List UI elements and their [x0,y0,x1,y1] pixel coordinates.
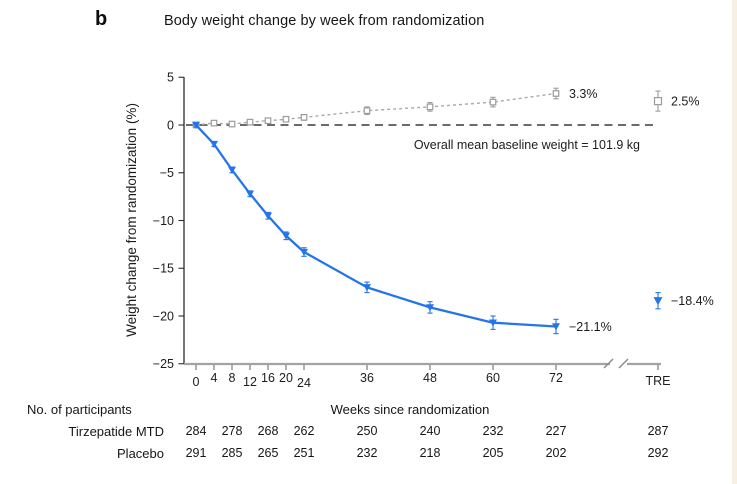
x-axis-title: Weeks since randomization [330,402,490,417]
tre-axis-label: TRE [646,374,671,388]
body-weight-change-chart: 5 0 −5 −10 −15 −20 −25 Weight change from rando… [124,71,714,390]
x-tick-label: 8 [229,371,236,385]
series-end-label: 3.3% [569,87,598,101]
participants-row-label: Tirzepatide MTD [68,424,164,439]
series-marker-triangle [426,304,434,312]
y-tick-label: 0 [167,118,174,132]
series-marker-square [653,97,663,106]
series-marker-square [246,118,254,126]
x-tick-label: 36 [360,371,374,385]
y-tick-label: −25 [153,357,174,371]
participants-count: 202 [545,446,567,460]
participants-count-tre: 292 [647,446,669,460]
x-tick-label: 60 [486,371,500,385]
participants-count: 284 [185,424,207,438]
page-edge-strip [732,0,737,484]
x-tick-label: 4 [211,371,218,385]
participants-count: 285 [221,446,243,460]
participants-count: 232 [482,424,504,438]
series-end-label: −21.1% [569,320,612,334]
series-marker-square [552,90,560,97]
x-tick-label: 24 [297,376,311,390]
participants-count: 250 [356,424,378,438]
series-marker-triangle [300,248,308,257]
series-marker-triangle [363,284,371,292]
participants-count: 232 [356,446,378,460]
series-marker-triangle [246,190,254,198]
axis-break-slash [618,358,629,369]
participants-count: 265 [257,446,279,460]
series-marker-triangle [282,232,290,240]
series-marker-square [264,117,272,125]
tre-point-label: 2.5% [671,95,700,109]
chart-title: Body weight change by week from randomiz… [164,13,485,29]
participants-row-label: Placebo [117,446,164,461]
series-marker-triangle [228,166,236,174]
series-marker-square [363,107,371,115]
participants-count: 251 [293,446,315,460]
series-marker-triangle [489,319,497,327]
axis-break-slash [603,358,614,369]
x-tick-label: 72 [549,371,563,385]
series-marker-square [228,120,236,128]
series-marker-square [489,98,497,106]
participants-count: 218 [419,446,441,460]
participants-count: 268 [257,424,279,438]
y-axis-title: Weight change from randomization (%) [124,103,139,337]
participants-count: 291 [185,446,207,460]
panel-label: b [95,8,108,30]
series-marker-triangle [210,140,218,149]
x-tick-label: 0 [193,375,200,389]
y-tick-label: −20 [153,309,174,323]
x-tick-label: 20 [279,371,293,385]
series-marker-triangle [653,297,663,306]
series-marker-square [300,114,308,121]
x-tick-label: 16 [261,371,275,385]
baseline-annotation: Overall mean baseline weight = 101.9 kg [414,138,640,152]
x-tick-label: 48 [423,371,437,385]
x-tick-label: 12 [243,375,257,389]
tre-point-label: −18.4% [671,294,714,308]
participants-count: 262 [293,424,315,438]
participants-count: 278 [221,424,243,438]
y-tick-label: −5 [160,166,174,180]
series-marker-square [426,103,434,111]
participants-count: 240 [419,424,441,438]
series-marker-triangle [552,323,560,331]
y-tick-label: −10 [153,214,174,228]
series-marker-triangle [192,121,200,129]
series-line-tirzepatide-mtd [195,124,557,328]
participants-count: 205 [482,446,504,460]
series-marker-square [210,119,218,127]
participants-count: 227 [545,424,567,438]
participants-table-header: No. of participants [27,402,132,417]
y-tick-label: 5 [167,71,174,85]
series-marker-triangle [264,212,272,220]
series-marker-square [282,115,290,123]
participants-count-tre: 287 [647,424,669,438]
y-tick-label: −15 [153,262,174,276]
